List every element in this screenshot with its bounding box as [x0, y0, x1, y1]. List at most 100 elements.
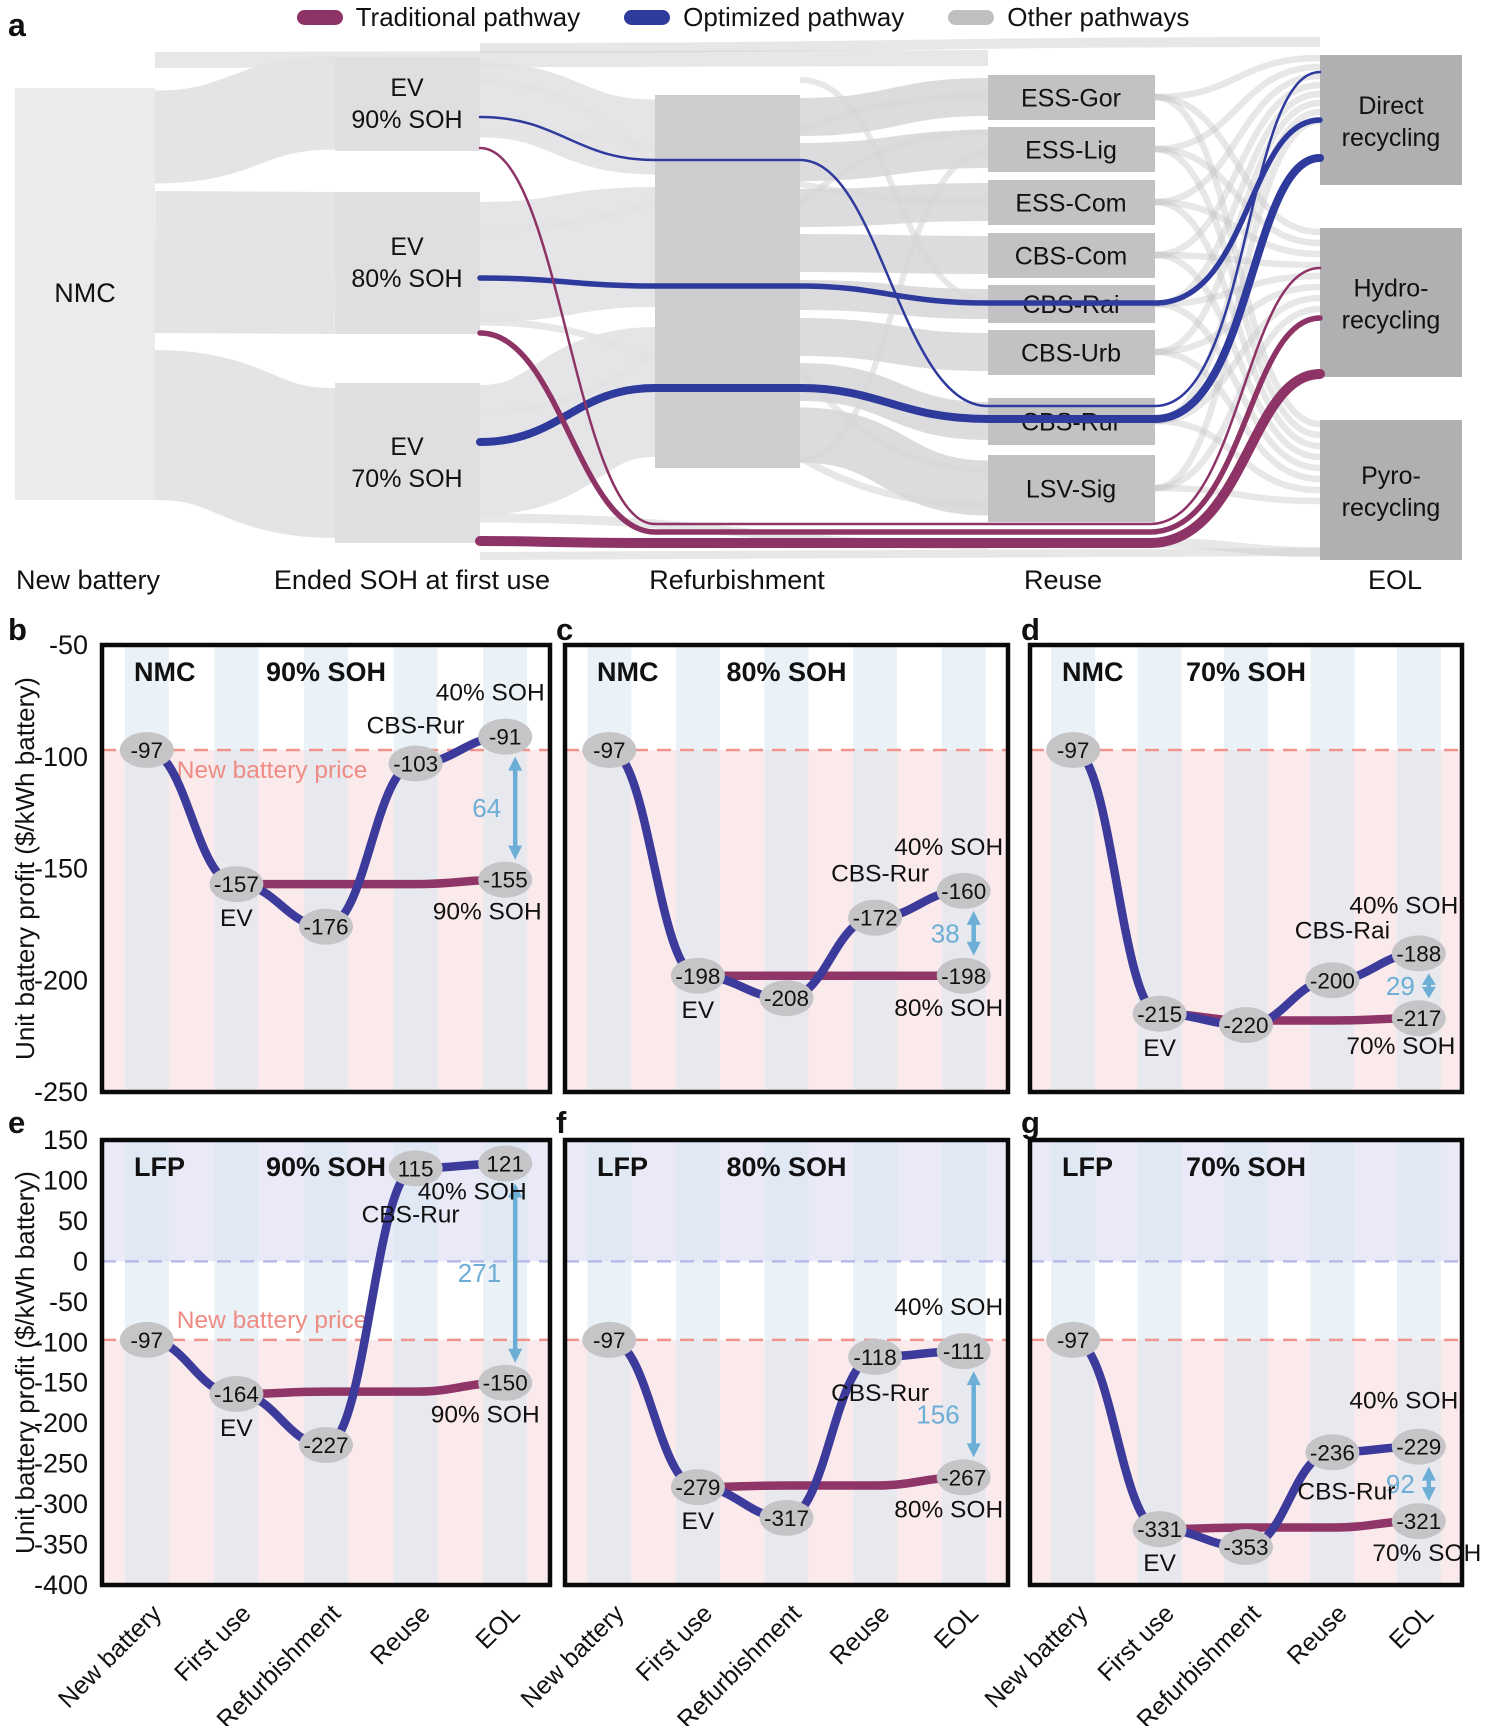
marker-value: -227: [303, 1433, 348, 1458]
marker-value: -267: [941, 1465, 986, 1490]
marker-value: -97: [131, 738, 164, 763]
gap-value: 156: [916, 1399, 959, 1429]
new-battery-price-label: New battery price: [177, 1307, 368, 1334]
legend-item-optimized: Optimized pathway: [624, 2, 904, 33]
stage-label: EOL: [1368, 565, 1422, 595]
y-tick-label: -100: [34, 1327, 88, 1357]
y-tick-label: 50: [58, 1206, 88, 1236]
flow-reuse-eol: [1154, 251, 1321, 269]
stage-label: New battery: [16, 565, 161, 595]
y-tick-label: -50: [49, 630, 88, 660]
y-tick-label: -200: [34, 965, 88, 995]
value-marker: [848, 1338, 903, 1375]
chemistry-title: LFP: [1062, 1152, 1113, 1182]
panel-letter-e: e: [8, 1105, 25, 1140]
y-tick-label: -350: [34, 1530, 88, 1560]
eol-bottom-annotation: 90% SOH: [431, 1402, 540, 1429]
value-marker: [759, 1499, 814, 1536]
reuse-annotation: CBS-Rur: [831, 861, 929, 888]
x-tick-label: EOL: [470, 1599, 525, 1654]
gap-arrow-head-down: [1421, 986, 1436, 999]
flow-refurb-reuse: [799, 183, 989, 227]
category-band: [1310, 645, 1355, 1092]
marker-value: -353: [1223, 1535, 1268, 1560]
marker-value: -97: [593, 1328, 626, 1353]
new-battery-price-label: New battery price: [177, 757, 368, 784]
x-tick-label: Reuse: [824, 1599, 895, 1670]
value-marker: [670, 1469, 725, 1506]
value-marker: [1132, 995, 1187, 1032]
chart-panel-e: e New battery price LFP 90% SOH 150 100 50 0 -50…: [8, 1105, 553, 1726]
category-band: [483, 1140, 528, 1585]
sankey-panel: a NMC EV 90% SOH EV 80% SOH EV 70% SOH ESS-Gor ES…: [8, 7, 1462, 595]
category-band: [304, 1140, 348, 1585]
marker-value: 115: [398, 1156, 434, 1181]
panel-letter-d: d: [1021, 612, 1040, 647]
flow-reuse-eol: [1154, 251, 1321, 461]
y-tick-label: -250: [34, 1077, 88, 1107]
marker-value: -164: [214, 1382, 259, 1407]
marker-value: -150: [483, 1371, 528, 1396]
category-band: [393, 645, 438, 1092]
eol-bottom-annotation: 70% SOH: [1372, 1540, 1481, 1567]
marker-value: -208: [764, 986, 809, 1011]
flow-reuse-eol: [1154, 348, 1321, 483]
y-tick-label: -150: [34, 1368, 88, 1398]
panel-border: [1027, 642, 1465, 1095]
marker-value: -176: [303, 915, 348, 940]
panel-border: [562, 642, 1011, 1095]
flow-reuse-eol: [1154, 63, 1321, 153]
legend-label-optimized: Optimized pathway: [683, 2, 905, 32]
node-label-reuse: LSV-Sig: [1026, 476, 1116, 504]
node-reuse-CBS-Com: [988, 233, 1155, 278]
node-label-reuse: ESS-Gor: [1021, 85, 1121, 113]
y-axis-title: Unit battery profit ($/kWh battery): [10, 677, 40, 1060]
node-label-nmc: NMC: [54, 278, 116, 308]
value-marker: [1132, 1511, 1187, 1548]
gap-value: 92: [1386, 1469, 1415, 1499]
optimized-flow-90: [478, 70, 1322, 408]
marker-value: -157: [214, 872, 259, 897]
chemistry-title: NMC: [134, 657, 196, 687]
x-tick-label: Reuse: [1282, 1599, 1353, 1670]
category-band: [124, 645, 169, 1092]
traditional-series: [1155, 1516, 1424, 1534]
value-marker: [478, 1364, 533, 1401]
stage-label: Reuse: [1024, 565, 1102, 595]
value-marker: [1046, 1321, 1101, 1358]
category-band: [587, 645, 632, 1092]
value-marker: [1391, 1503, 1446, 1540]
eol-top-annotation: 40% SOH: [894, 1294, 1003, 1321]
soh-title: 90% SOH: [266, 1152, 386, 1182]
chart-panel-b: b New battery price NMC 90% SOH -50 -100 -150 -…: [8, 612, 553, 1107]
legend-item-other: Other pathways: [948, 2, 1189, 33]
value-marker: [759, 980, 814, 1017]
value-marker: [209, 1376, 264, 1413]
node-label-eol: Hydro-: [1353, 275, 1428, 303]
reuse-annotation: CBS-Rur: [367, 712, 465, 739]
panel-letter-f: f: [556, 1105, 567, 1140]
other-pathway-flow: [1154, 538, 1321, 557]
y-axis-title: Unit battery profit ($/kWh battery): [10, 1171, 40, 1554]
gap-value: 64: [472, 793, 501, 823]
optimized-flow-70: [476, 154, 1324, 446]
soh-title: 70% SOH: [1186, 1152, 1306, 1182]
value-marker: [1219, 1528, 1273, 1565]
chemistry-title: NMC: [1062, 657, 1124, 687]
eol-top-annotation: 40% SOH: [418, 1178, 527, 1205]
marker-value: -118: [853, 1345, 896, 1370]
traditional-flow-90: [478, 146, 1322, 526]
soh-title: 90% SOH: [266, 657, 386, 687]
value-marker: [1305, 962, 1360, 999]
marker-value: -97: [1057, 738, 1090, 763]
x-tick-label: First use: [631, 1599, 719, 1687]
soh-title: 80% SOH: [726, 657, 846, 687]
node-reuse-CBS-Urb: [988, 330, 1155, 375]
category-band: [587, 1140, 632, 1585]
eol-top-annotation: 40% SOH: [894, 834, 1003, 861]
y-tick-label: -50: [49, 1287, 88, 1317]
node-eol-2: [1320, 420, 1462, 560]
gap-arrow-head-down: [508, 1348, 523, 1363]
value-marker: [388, 1150, 443, 1187]
value-marker: [1305, 1434, 1360, 1471]
